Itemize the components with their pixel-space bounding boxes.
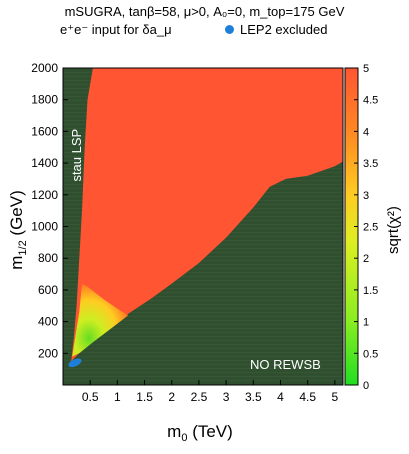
y-tick-label: 400 bbox=[38, 315, 58, 329]
y-tick-label: 1000 bbox=[31, 220, 58, 234]
chart-title: mSUGRA, tanβ=58, μ>0, A₀=0, m_top=175 Ge… bbox=[64, 4, 345, 19]
colorbar-label: sqrt(χ²) bbox=[385, 206, 402, 254]
y-axis-ticks: 200 400 600 800 1000 1200 1400 1600 1800 2000 bbox=[31, 61, 68, 360]
colorbar-ticks: 0 0.5 1 1.5 2 2.5 3 3.5 4 4.5 5 bbox=[354, 63, 378, 392]
y-tick-label: 1800 bbox=[31, 93, 58, 107]
colorbar-tick-label: 3 bbox=[363, 190, 369, 202]
y-tick-label: 1400 bbox=[31, 156, 58, 170]
x-tick-label: 3 bbox=[223, 390, 230, 404]
x-tick-label: 4 bbox=[277, 390, 284, 404]
y-tick-label: 600 bbox=[38, 283, 58, 297]
x-tick-label: 4.5 bbox=[299, 390, 316, 404]
colorbar-tick-label: 5 bbox=[363, 63, 369, 75]
colorbar-tick-label: 0 bbox=[363, 380, 369, 392]
x-axis-label-unit: (TeV) bbox=[187, 422, 232, 441]
y-tick-label: 1200 bbox=[31, 188, 58, 202]
colorbar-tick-label: 3.5 bbox=[363, 158, 378, 170]
colorbar-tick-label: 4 bbox=[363, 126, 369, 138]
y-axis-label-sub: 1/2 bbox=[17, 240, 29, 255]
allowed-region bbox=[71, 68, 343, 362]
colorbar-tick-label: 1 bbox=[363, 317, 369, 329]
colorbar-tick-label: 0.5 bbox=[363, 348, 378, 360]
x-tick-label: 0.5 bbox=[82, 390, 99, 404]
colorbar-tick-label: 1.5 bbox=[363, 285, 378, 297]
colorbar-tick-label: 2.5 bbox=[363, 222, 378, 234]
annotation-stau-lsp: stau LSP bbox=[69, 129, 84, 182]
y-axis-label: m1/2 (GeV) bbox=[7, 190, 29, 270]
x-axis-label-main: m bbox=[167, 422, 181, 441]
colorbar-tick-label: 4.5 bbox=[363, 95, 378, 107]
lep2-legend-label: LEP2 excluded bbox=[240, 22, 328, 37]
y-tick-label: 200 bbox=[38, 346, 58, 360]
y-axis-label-unit: (GeV) bbox=[7, 190, 26, 240]
chart-subtitle-input: e⁺e⁻ input for δa_μ bbox=[60, 22, 172, 37]
y-tick-label: 1600 bbox=[31, 124, 58, 138]
x-tick-label: 1.5 bbox=[136, 390, 153, 404]
x-axis-ticks: 0.5 1 1.5 2 2.5 3 3.5 4 4.5 5 bbox=[82, 380, 339, 404]
y-axis-label-main: m bbox=[7, 256, 26, 270]
lep2-legend-marker bbox=[225, 25, 234, 34]
x-tick-label: 2 bbox=[168, 390, 175, 404]
x-tick-label: 2.5 bbox=[191, 390, 208, 404]
x-tick-label: 3.5 bbox=[245, 390, 262, 404]
y-tick-label: 800 bbox=[38, 251, 58, 265]
x-tick-label: 1 bbox=[114, 390, 121, 404]
x-axis-label-sub: 0 bbox=[181, 432, 187, 444]
x-axis-label: m0 (TeV) bbox=[167, 422, 233, 444]
colorbar-tick-label: 2 bbox=[363, 253, 369, 265]
x-tick-label: 5 bbox=[332, 390, 339, 404]
low-chi2-region bbox=[72, 283, 129, 357]
annotation-no-rewsb: NO REWSB bbox=[250, 357, 321, 372]
lep2-excluded-region bbox=[68, 358, 82, 368]
y-tick-label: 2000 bbox=[31, 61, 58, 75]
lep2-legend: LEP2 excluded bbox=[225, 22, 409, 37]
